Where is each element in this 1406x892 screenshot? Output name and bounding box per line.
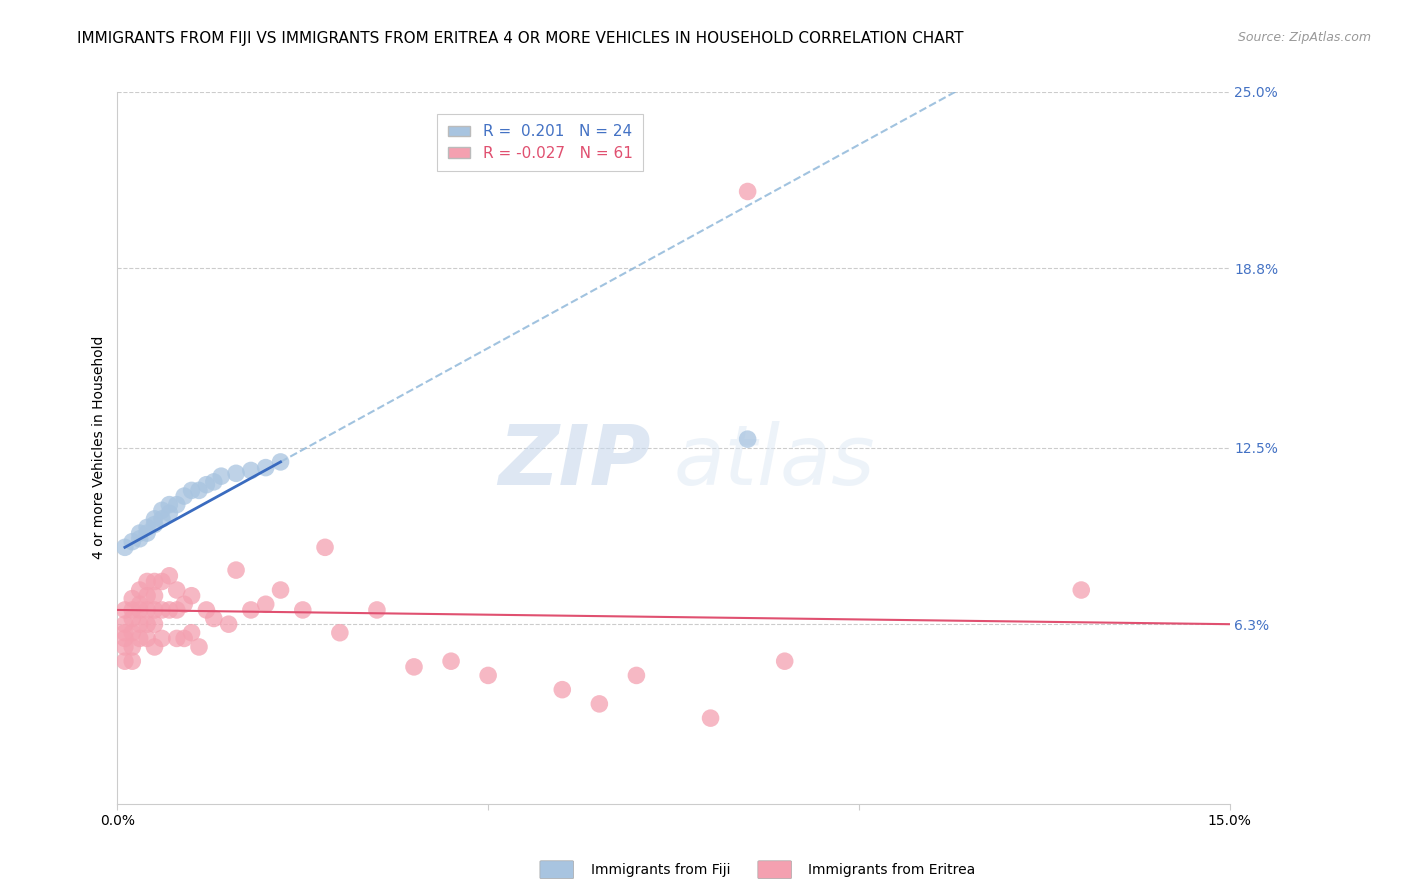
Point	[128, 603, 150, 617]
Point	[157, 603, 180, 617]
Point	[188, 483, 211, 498]
Point	[180, 589, 202, 603]
Point	[329, 625, 352, 640]
Point	[202, 475, 225, 489]
Point	[121, 534, 143, 549]
Point	[195, 603, 218, 617]
Point	[254, 597, 277, 611]
Point	[239, 603, 262, 617]
Point	[128, 617, 150, 632]
Point	[195, 477, 218, 491]
Text: atlas: atlas	[673, 421, 875, 502]
Text: ZIP: ZIP	[499, 421, 651, 502]
Point	[314, 541, 336, 555]
Point	[136, 574, 159, 589]
Y-axis label: 4 or more Vehicles in Household: 4 or more Vehicles in Household	[93, 336, 107, 559]
Point	[180, 625, 202, 640]
Point	[1070, 582, 1092, 597]
Point	[626, 668, 648, 682]
Point	[136, 632, 159, 646]
Text: Source: ZipAtlas.com: Source: ZipAtlas.com	[1237, 31, 1371, 45]
Point	[166, 498, 188, 512]
Point	[143, 574, 166, 589]
Point	[114, 632, 136, 646]
Point	[773, 654, 796, 668]
Point	[114, 640, 136, 654]
Point	[150, 632, 173, 646]
Point	[166, 632, 188, 646]
Point	[136, 603, 159, 617]
Point	[166, 603, 188, 617]
Point	[136, 589, 159, 603]
Point	[121, 654, 143, 668]
Point	[121, 640, 143, 654]
Point	[150, 512, 173, 526]
Point	[270, 582, 292, 597]
Legend: R =  0.201   N = 24, R = -0.027   N = 61: R = 0.201 N = 24, R = -0.027 N = 61	[437, 114, 643, 171]
Point	[128, 532, 150, 546]
Point	[136, 617, 159, 632]
Point	[166, 582, 188, 597]
Text: Immigrants from Fiji: Immigrants from Fiji	[591, 863, 730, 877]
Point	[402, 660, 425, 674]
Point	[209, 469, 232, 483]
Point	[136, 526, 159, 541]
Point	[128, 632, 150, 646]
Point	[121, 591, 143, 606]
Point	[218, 617, 240, 632]
Point	[143, 640, 166, 654]
Point	[188, 640, 211, 654]
Point	[114, 617, 136, 632]
Point	[114, 654, 136, 668]
Point	[477, 668, 499, 682]
Point	[291, 603, 314, 617]
Point	[150, 503, 173, 517]
Point	[173, 632, 195, 646]
Point	[114, 603, 136, 617]
Point	[737, 432, 759, 446]
Point	[128, 526, 150, 541]
Point	[143, 603, 166, 617]
Point	[143, 517, 166, 532]
Point	[150, 603, 173, 617]
Point	[150, 574, 173, 589]
Point	[121, 611, 143, 625]
Point	[143, 512, 166, 526]
Point	[202, 611, 225, 625]
Point	[136, 520, 159, 534]
Point	[128, 582, 150, 597]
Point	[551, 682, 574, 697]
Point	[121, 603, 143, 617]
Point	[440, 654, 463, 668]
Point	[143, 589, 166, 603]
Text: Immigrants from Eritrea: Immigrants from Eritrea	[808, 863, 976, 877]
Point	[114, 541, 136, 555]
Point	[366, 603, 388, 617]
Point	[128, 597, 150, 611]
Point	[157, 569, 180, 583]
Point	[737, 185, 759, 199]
Point	[270, 455, 292, 469]
Point	[239, 463, 262, 477]
Point	[173, 489, 195, 503]
Point	[180, 483, 202, 498]
Point	[114, 625, 136, 640]
Point	[157, 498, 180, 512]
Point	[121, 625, 143, 640]
Point	[173, 597, 195, 611]
Point	[225, 467, 247, 481]
Point	[254, 460, 277, 475]
Text: IMMIGRANTS FROM FIJI VS IMMIGRANTS FROM ERITREA 4 OR MORE VEHICLES IN HOUSEHOLD : IMMIGRANTS FROM FIJI VS IMMIGRANTS FROM …	[77, 31, 965, 46]
Point	[699, 711, 721, 725]
Point	[225, 563, 247, 577]
Point	[588, 697, 610, 711]
Point	[143, 617, 166, 632]
Point	[157, 506, 180, 520]
